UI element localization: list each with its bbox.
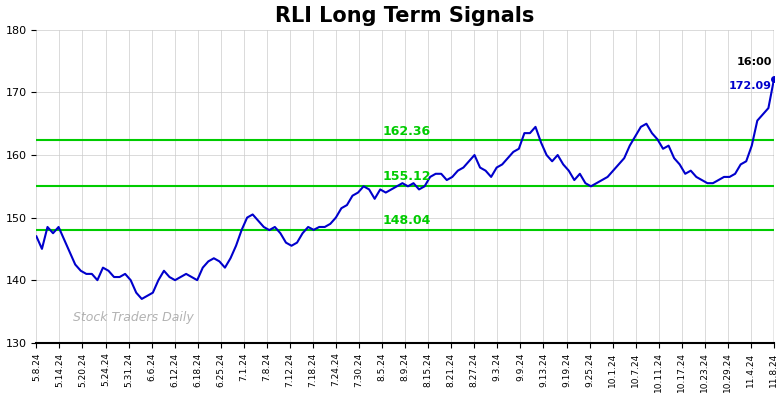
Text: 172.09: 172.09 — [728, 81, 771, 91]
Text: 155.12: 155.12 — [382, 170, 430, 183]
Text: Stock Traders Daily: Stock Traders Daily — [73, 311, 194, 324]
Text: 148.04: 148.04 — [382, 215, 430, 227]
Text: 162.36: 162.36 — [382, 125, 430, 138]
Text: 16:00: 16:00 — [736, 57, 771, 67]
Title: RLI Long Term Signals: RLI Long Term Signals — [275, 6, 535, 25]
